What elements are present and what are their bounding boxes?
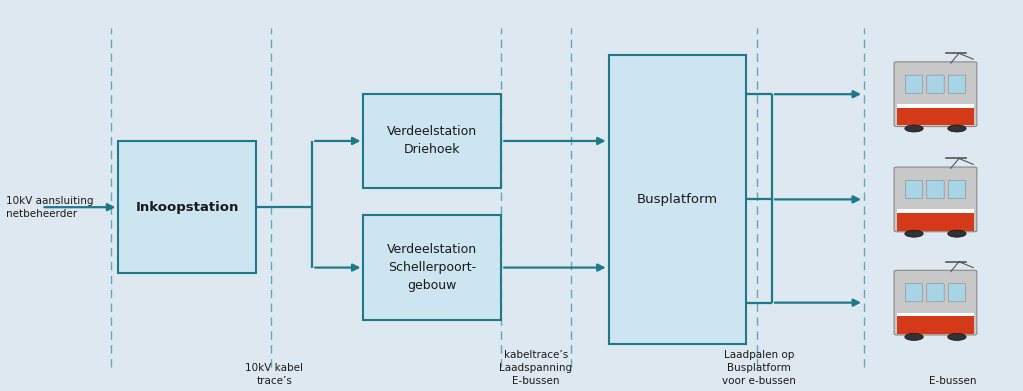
Circle shape	[904, 334, 923, 341]
FancyBboxPatch shape	[948, 283, 966, 302]
FancyBboxPatch shape	[894, 167, 977, 232]
Text: 10kV aansluiting
netbeheerder: 10kV aansluiting netbeheerder	[6, 196, 93, 219]
Text: Verdeelstation
Schellerpoort-
gebouw: Verdeelstation Schellerpoort- gebouw	[388, 243, 478, 292]
FancyBboxPatch shape	[905, 283, 923, 302]
Bar	[363, 215, 501, 320]
FancyBboxPatch shape	[927, 75, 944, 93]
FancyBboxPatch shape	[927, 283, 944, 302]
FancyBboxPatch shape	[905, 75, 923, 93]
FancyBboxPatch shape	[894, 270, 977, 335]
Text: Verdeelstation
Driehoek: Verdeelstation Driehoek	[388, 126, 478, 156]
Circle shape	[947, 125, 966, 132]
Bar	[897, 213, 974, 231]
Bar	[897, 316, 974, 334]
Bar	[363, 94, 501, 188]
FancyBboxPatch shape	[894, 62, 977, 127]
Text: kabeltrace’s
Laadspanning
E-bussen: kabeltrace’s Laadspanning E-bussen	[499, 350, 573, 386]
Text: Busplatform: Busplatform	[637, 193, 718, 206]
Circle shape	[904, 125, 923, 132]
Text: Laadpalen op
Busplatform
voor e-bussen: Laadpalen op Busplatform voor e-bussen	[722, 350, 796, 386]
Circle shape	[947, 230, 966, 237]
Bar	[897, 209, 974, 213]
Text: Inkoopstation: Inkoopstation	[135, 201, 238, 214]
FancyBboxPatch shape	[948, 75, 966, 93]
Bar	[119, 141, 256, 273]
Circle shape	[947, 334, 966, 341]
Bar	[897, 108, 974, 126]
Circle shape	[904, 230, 923, 237]
FancyBboxPatch shape	[905, 180, 923, 199]
Bar	[897, 104, 974, 108]
Bar	[609, 55, 747, 344]
Text: 10kV kabel
trace’s: 10kV kabel trace’s	[246, 363, 304, 386]
FancyBboxPatch shape	[927, 180, 944, 199]
FancyBboxPatch shape	[948, 180, 966, 199]
Text: E-bussen: E-bussen	[929, 377, 977, 386]
Bar	[897, 313, 974, 316]
